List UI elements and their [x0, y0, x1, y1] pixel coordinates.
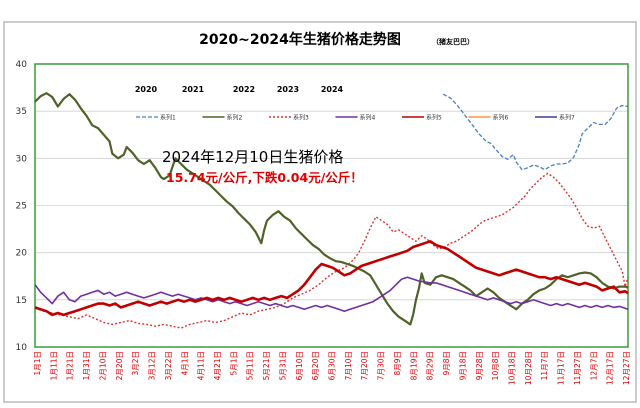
x-tick-label: 10月18日: [507, 351, 516, 385]
series-line-2: [34, 92, 629, 326]
x-tick-label: 5月1日: [229, 351, 238, 376]
x-tick-label: 5月21日: [262, 351, 271, 380]
x-tick-label: 12月27日: [622, 351, 631, 385]
series-line-4: [34, 276, 629, 312]
year-label: 2024: [321, 85, 344, 94]
series-line-1: [442, 93, 629, 171]
x-tick-label: 9月18日: [458, 351, 467, 380]
x-tick-label: 1月31日: [82, 351, 91, 380]
x-tick-label: 1月1日: [33, 351, 42, 376]
year-label: 2021: [182, 85, 205, 94]
legend-label: 系列7: [559, 114, 575, 122]
legend-label: 系列4: [360, 114, 376, 122]
axes: [3, 21, 637, 403]
y-tick-label: 10: [16, 343, 28, 353]
y-tick-label: 15: [16, 296, 27, 306]
y-axis-ticks: 10 15 20 25 30 35 40: [16, 60, 28, 353]
chart-title-note: （猪友巴巴）: [432, 37, 474, 46]
year-label: 2023: [277, 85, 299, 94]
x-tick-label: 3月12日: [148, 351, 157, 380]
x-tick-label: 4月1日: [180, 351, 189, 376]
legend-label: 系列3: [293, 114, 309, 122]
x-tick-label: 8月19日: [409, 351, 418, 380]
x-tick-label: 3月22日: [164, 351, 173, 380]
x-tick-label: 6月20日: [311, 351, 320, 380]
legend: 系列1 系列2 系列3 系列4 系列5 系列6 系列7: [136, 114, 575, 122]
legend-label: 系列5: [426, 114, 442, 122]
y-tick-label: 25: [16, 202, 27, 212]
annotation-date-price: 2024年12月10日生猪价格: [162, 148, 343, 166]
x-tick-label: 6月10日: [295, 351, 304, 380]
x-tick-label: 11月17日: [557, 351, 566, 385]
series-line-5: [34, 240, 629, 317]
year-label: 2022: [233, 85, 255, 94]
x-tick-label: 9月28日: [475, 351, 484, 380]
x-tick-label: 8月29日: [426, 351, 435, 380]
annotation-change: 15.74元/公斤,下跌0.04元/公斤！: [166, 170, 363, 185]
x-tick-label: 6月30日: [328, 351, 337, 380]
x-tick-label: 7月20日: [360, 351, 369, 380]
x-tick-label: 1月11日: [49, 351, 58, 380]
outer-border: [3, 21, 637, 403]
x-tick-label: 7月30日: [377, 351, 386, 380]
y-tick-label: 35: [16, 107, 27, 117]
x-tick-label: 11月7日: [540, 351, 549, 380]
x-tick-label: 11月27日: [573, 351, 582, 385]
x-tick-label: 3月2日: [131, 351, 140, 376]
x-tick-label: 10月8日: [491, 351, 500, 380]
y-tick-label: 20: [16, 249, 28, 259]
x-tick-label: 4月11日: [197, 351, 206, 380]
y-tick-label: 30: [16, 154, 28, 164]
x-tick-label: 7月10日: [344, 351, 353, 380]
x-tick-label: 4月21日: [213, 351, 222, 380]
series-line-3: [34, 172, 629, 329]
x-tick-label: 2月20日: [115, 351, 124, 380]
x-tick-label: 9月8日: [442, 351, 451, 376]
plot-area-border: [34, 63, 629, 348]
chart-title: 2020~2024年生猪价格走势图: [199, 31, 401, 48]
x-tick-label: 12月7日: [589, 351, 598, 380]
legend-label: 系列6: [493, 114, 509, 122]
x-tick-label: 8月9日: [393, 351, 402, 376]
legend-label: 系列1: [160, 114, 176, 122]
x-tick-label: 10月28日: [524, 351, 533, 385]
x-tick-label: 2月10日: [98, 351, 107, 380]
x-tick-label: 5月11日: [246, 351, 255, 380]
x-tick-label: 1月21日: [66, 351, 75, 380]
legend-label: 系列2: [227, 114, 243, 122]
year-labels: 2020 2021 2022 2023 2024: [135, 85, 344, 94]
x-tick-label: 5月31日: [278, 351, 287, 380]
y-tick-label: 40: [16, 60, 28, 70]
x-tick-label: 12月17日: [606, 351, 615, 385]
series-lines: [34, 92, 629, 329]
x-axis-ticks: 1月1日 1月11日 1月21日 1月31日 2月10日 2月20日 3月2日 3月12日 3月…: [33, 351, 631, 385]
year-label: 2020: [135, 85, 158, 94]
